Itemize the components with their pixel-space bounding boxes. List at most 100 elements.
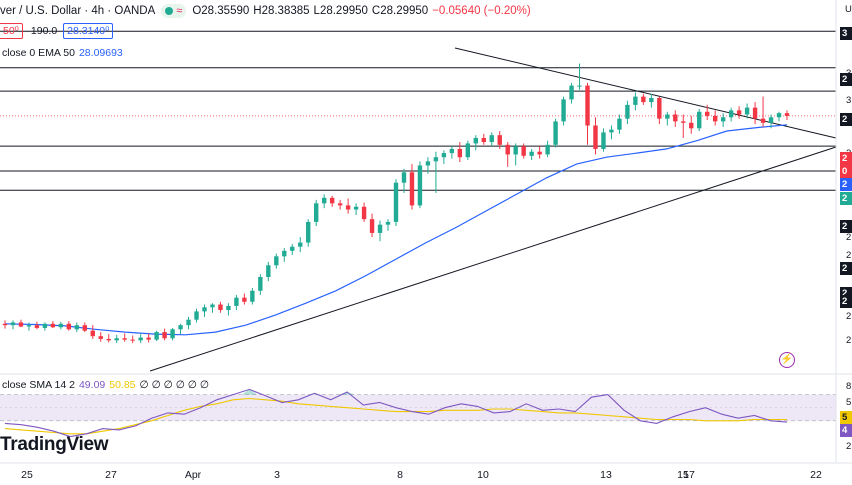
candle-body — [681, 121, 686, 123]
candle-body — [210, 304, 215, 308]
candle-body — [641, 96, 646, 103]
candle-body — [449, 148, 455, 154]
candle-body — [26, 325, 32, 327]
rsi-sma-line — [4, 397, 787, 435]
candle-body — [633, 96, 638, 105]
ema50-line — [4, 124, 788, 336]
rsi-sma-value: 50.85 — [109, 379, 136, 391]
tradingview-logo[interactable]: TradingView — [0, 434, 109, 455]
candle-body — [58, 323, 64, 328]
candle-body — [162, 332, 167, 339]
price-tag: 2 — [840, 192, 852, 205]
candle-body — [250, 290, 255, 302]
descending-trendline — [454, 47, 837, 139]
candle-body — [577, 85, 582, 87]
candle-body — [649, 97, 654, 103]
candle-body — [122, 338, 127, 340]
candle-body — [657, 97, 662, 119]
candle-body — [98, 336, 103, 339]
candle-body — [697, 111, 702, 129]
price-tag: 2 — [840, 73, 852, 86]
candle-body — [481, 137, 486, 143]
candle-body — [433, 157, 439, 162]
time-label: 8 — [397, 469, 403, 481]
candle-body — [760, 118, 766, 123]
rsi-legend[interactable]: close SMA 14 2 49.09 50.85 ∅ ∅ ∅ ∅ ∅ ∅ — [2, 379, 209, 391]
market-status-pill[interactable]: ≈ — [161, 4, 187, 18]
candle-body — [202, 307, 207, 312]
candle-body — [417, 165, 423, 206]
price-tag: 2 — [840, 220, 852, 233]
candle-body — [776, 113, 782, 118]
candle-body — [42, 323, 48, 328]
price-tag: 2 — [840, 178, 852, 191]
ohlc-close: C28.29950 — [371, 5, 429, 17]
time-label: 15 — [677, 469, 689, 481]
rsi-empty-values: ∅ ∅ ∅ ∅ ∅ ∅ — [139, 379, 209, 391]
candle-body — [218, 304, 223, 311]
rsi-label: close SMA 14 2 — [2, 379, 75, 391]
candle-body — [345, 205, 351, 210]
candle-body — [601, 132, 606, 149]
candle-body — [369, 219, 375, 233]
candle-body — [130, 339, 135, 341]
candle-body — [329, 197, 335, 204]
price-tag: 3 — [840, 27, 852, 40]
candle-body — [585, 85, 590, 126]
candle-body — [625, 104, 630, 119]
candle-body — [306, 221, 311, 243]
candle-body — [752, 107, 758, 119]
candle-body — [154, 332, 159, 340]
price-label: 2 — [846, 311, 852, 322]
candle-body — [457, 148, 463, 158]
lightning-icon[interactable]: ⚡ — [779, 352, 795, 368]
candle-body — [617, 118, 622, 130]
rsi-axis-label: 2 — [846, 441, 852, 452]
candle-body — [385, 221, 391, 225]
candle-body — [728, 110, 734, 118]
candle-body — [377, 224, 383, 233]
candle-body — [10, 322, 16, 326]
price-tag: 0 — [840, 165, 852, 178]
time-label: 22 — [810, 469, 822, 481]
price-label: 2 — [846, 250, 852, 261]
symbol-title[interactable]: ver / U.S. Dollar · 4h · OANDA — [0, 5, 156, 17]
price-tag: 2 — [840, 295, 852, 308]
candle-body — [705, 111, 710, 116]
spacer — [0, 0, 836, 167]
candle-body — [513, 146, 518, 155]
candle-body — [194, 311, 199, 320]
price-tag: 2 — [840, 152, 852, 165]
candle-body — [393, 182, 399, 222]
rsi-axis-label: 4 — [840, 424, 852, 437]
price-label: 2 — [846, 335, 852, 346]
ema-legend[interactable]: close 0 EMA 50 28.09693 — [2, 47, 123, 59]
candle-body — [569, 85, 574, 100]
candle-body — [274, 256, 279, 266]
sell-button[interactable]: 50⁰ — [0, 23, 23, 39]
candle-body — [90, 330, 95, 337]
time-label: Apr — [184, 469, 202, 481]
rsi-line — [4, 388, 788, 438]
candle-body — [593, 125, 598, 149]
candle-body — [82, 325, 87, 331]
candle-body — [744, 107, 750, 115]
candle-body — [768, 117, 774, 123]
price-tag: 2 — [840, 113, 852, 126]
candle-body — [298, 242, 303, 247]
ohlc-high: H28.38385 — [253, 5, 310, 17]
rsi-axis-label: 8 — [846, 381, 852, 392]
candle-body — [178, 325, 183, 330]
candle-body — [689, 122, 694, 129]
candle-body — [545, 144, 550, 155]
candle-body — [561, 99, 566, 122]
buy-button[interactable]: 28.3140⁰ — [63, 23, 114, 39]
trade-buttons-row: 50⁰ 190.0 28.3140⁰ — [0, 23, 114, 39]
candle-body — [609, 129, 614, 133]
time-label: 10 — [477, 469, 489, 481]
candle-body — [673, 114, 678, 122]
candle-body — [505, 144, 510, 155]
candle-body — [529, 151, 534, 156]
